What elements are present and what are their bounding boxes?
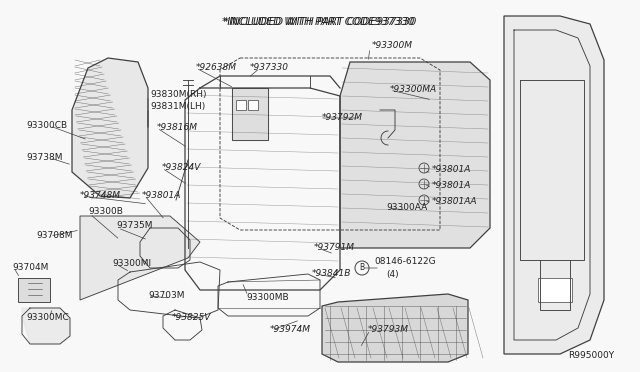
Text: 93703M: 93703M	[148, 292, 184, 301]
Polygon shape	[72, 58, 148, 198]
Text: 93708M: 93708M	[36, 231, 72, 241]
Text: 93830M(RH): 93830M(RH)	[150, 90, 207, 99]
Polygon shape	[340, 62, 490, 248]
Text: 93735M: 93735M	[116, 221, 152, 231]
Text: *92638M: *92638M	[196, 64, 237, 73]
Text: B: B	[360, 263, 365, 273]
Text: *93825V: *93825V	[172, 314, 211, 323]
Text: *INCLUDED WITH PART CODE937330: *INCLUDED WITH PART CODE937330	[222, 17, 414, 27]
Text: 93300AA: 93300AA	[386, 203, 428, 212]
Bar	[236, 100, 246, 110]
Text: *INCLUDED WITH PART CODE937330: *INCLUDED WITH PART CODE937330	[224, 17, 416, 27]
Polygon shape	[22, 308, 70, 344]
Text: 93300CB: 93300CB	[26, 122, 67, 131]
Text: *93801AA: *93801AA	[432, 198, 477, 206]
Text: 93704M: 93704M	[12, 263, 49, 273]
Text: *93841B: *93841B	[312, 269, 351, 279]
Text: *93824V: *93824V	[162, 164, 202, 173]
Text: 93300MC: 93300MC	[26, 314, 68, 323]
Bar	[248, 100, 258, 110]
Text: 93300MI: 93300MI	[112, 260, 151, 269]
Polygon shape	[504, 16, 604, 354]
Text: *93300M: *93300M	[372, 42, 413, 51]
Text: *93792M: *93792M	[322, 113, 363, 122]
Text: 08146-6122G: 08146-6122G	[374, 257, 436, 266]
Text: *93974M: *93974M	[270, 326, 311, 334]
Text: 93300B: 93300B	[88, 208, 123, 217]
Text: (4): (4)	[386, 270, 399, 279]
Bar	[538, 278, 572, 302]
Text: *937330: *937330	[250, 64, 289, 73]
Polygon shape	[322, 294, 468, 362]
Text: *93801A: *93801A	[142, 192, 181, 201]
Text: *93793M: *93793M	[368, 326, 409, 334]
Text: 93831M(LH): 93831M(LH)	[150, 103, 205, 112]
Text: *93816M: *93816M	[157, 124, 198, 132]
Polygon shape	[80, 216, 200, 300]
Text: *93300MA: *93300MA	[390, 86, 437, 94]
Text: *93791M: *93791M	[314, 244, 355, 253]
Text: *93748M: *93748M	[80, 192, 121, 201]
Text: 93738M: 93738M	[26, 153, 63, 161]
Bar	[18, 278, 50, 302]
Text: 93300MB: 93300MB	[246, 294, 289, 302]
Text: *93801A: *93801A	[432, 166, 472, 174]
Text: *93801A: *93801A	[432, 182, 472, 190]
Text: R995000Y: R995000Y	[568, 352, 614, 360]
Polygon shape	[232, 88, 268, 140]
